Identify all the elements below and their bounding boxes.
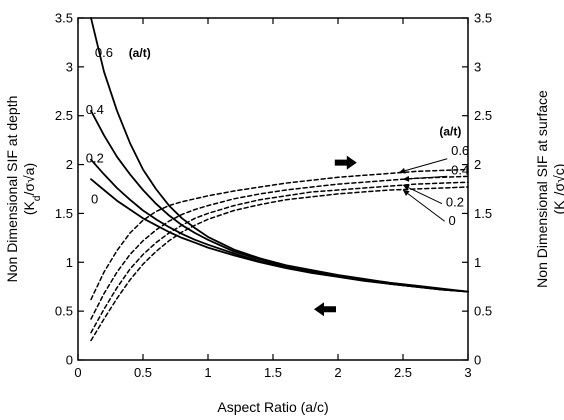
x-tick-label: 1 (204, 365, 211, 380)
y-left-title-line1: Non Dimensional SIF at depth (4, 96, 20, 283)
y-right-tick-label: 1.5 (474, 206, 492, 221)
y-right-tick-label: 1 (474, 255, 481, 270)
surface-label-0-2: 0.2 (446, 195, 464, 210)
y-left-title-line2: (Kd/σ√a) (21, 163, 43, 215)
y-left-tick-label: 1 (66, 255, 73, 270)
surface-label-0-6: 0.6 (451, 143, 469, 158)
y-right-tick-label: 0 (474, 353, 481, 368)
y-right-tick-label: 2.5 (474, 108, 492, 123)
y-left-tick-label: 0 (66, 353, 73, 368)
series-depth-at-0 (90, 178, 469, 293)
depth-label-0-4: 0.4 (86, 102, 104, 117)
y-left-tick-label: 0.5 (55, 304, 73, 319)
surface-leader-0 (398, 158, 448, 174)
surface-group-label: (a/t) (439, 124, 461, 138)
depth-label-0: 0 (91, 192, 98, 207)
series-surface-at-0-2 (90, 181, 469, 334)
y-right-axis-title: Non Dimensional SIF at surface(Kc/σ√c) (534, 90, 564, 288)
x-tick-label: 2 (334, 365, 341, 380)
annotation-layer: 0.6 0.4 0.2 0 (a/t) (a/t) 0.6 0.4 0.2 0 (86, 45, 469, 317)
x-tick-label: 0.5 (134, 365, 152, 380)
x-tick-label: 0 (74, 365, 81, 380)
y-right-tick-label: 3 (474, 59, 481, 74)
x-tick-label: 3 (464, 365, 471, 380)
series-surface-at-0-6 (90, 168, 469, 301)
y-right-tick-label: 3.5 (474, 11, 492, 26)
y-left-axis-title: Non Dimensional SIF at depth (Kd/σ√a) (4, 96, 43, 283)
y-left-tick-label: 2.5 (55, 108, 73, 123)
surface-leader-2 (402, 184, 443, 205)
y-right-tick-label: 2 (474, 157, 481, 172)
arrow-left-icon (314, 302, 336, 317)
series-surface-at-0-4 (90, 175, 469, 320)
y-right-tick-label: 0.5 (474, 304, 492, 319)
depth-label-0-6: 0.6 (95, 45, 113, 60)
y-left-tick-label: 2 (66, 157, 73, 172)
surface-label-0: 0 (449, 213, 456, 228)
y-left-tick-label: 3 (66, 59, 73, 74)
depth-label-0-2: 0.2 (86, 151, 104, 166)
x-axis-title: Aspect Ratio (a/c) (217, 399, 328, 415)
series-layer (90, 17, 469, 342)
series-depth-at-0-2 (90, 158, 469, 293)
surface-leader-3 (402, 189, 445, 222)
surface-leader-1 (402, 175, 448, 182)
depth-group-label: (a/t) (129, 46, 151, 60)
y-right-title-line2: (Kc/σ√c) (551, 164, 564, 215)
y-left-tick-label: 1.5 (55, 206, 73, 221)
series-depth-at-0-6 (90, 17, 469, 293)
x-tick-label: 2.5 (394, 365, 412, 380)
y-right-title-line1: Non Dimensional SIF at surface (534, 90, 550, 288)
plot-frame (77, 17, 469, 361)
y-left-tick-label: 3.5 (55, 11, 73, 26)
x-tick-label: 1.5 (264, 365, 282, 380)
surface-label-0-4: 0.4 (451, 162, 469, 177)
series-surface-at-0 (90, 186, 469, 342)
arrow-right-icon (334, 155, 357, 170)
ticks-layer: 0 0.5 1 1.5 2 2.5 300.511.522.533.500.511.522.… (55, 11, 492, 381)
